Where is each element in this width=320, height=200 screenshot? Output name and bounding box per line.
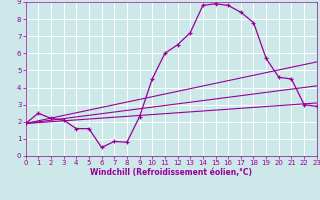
X-axis label: Windchill (Refroidissement éolien,°C): Windchill (Refroidissement éolien,°C) bbox=[90, 168, 252, 177]
